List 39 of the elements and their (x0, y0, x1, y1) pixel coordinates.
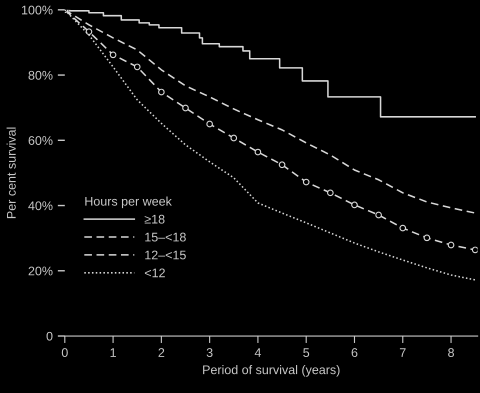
x-tick-label: 5 (303, 348, 310, 357)
point (206, 120, 213, 128)
point (375, 212, 382, 218)
legend-title: Hours per week (85, 196, 172, 208)
x-tick-label: 4 (254, 348, 262, 357)
point (278, 161, 286, 168)
point (302, 178, 310, 186)
point (327, 189, 334, 196)
legend-label: 15–<18 (145, 232, 186, 242)
legend-label: ≥18 (144, 214, 165, 224)
x-axis-title: Period of survival (years) (203, 365, 340, 377)
legend-label: 12–<15 (145, 250, 186, 260)
point (134, 64, 141, 70)
point (182, 104, 189, 112)
y-tick-label: 20% (28, 266, 53, 276)
y-axis-title: Per cent survival (6, 128, 16, 218)
legend-label: <12 (144, 268, 165, 278)
point (158, 88, 165, 96)
x-tick-label: 6 (352, 348, 358, 357)
x-tick-label: 2 (158, 348, 164, 357)
y-tick-label: 0 (46, 332, 53, 341)
point (351, 202, 358, 208)
point (110, 52, 116, 58)
point (86, 28, 92, 36)
x-tick-label: 1 (110, 348, 116, 357)
y-tick-label: 40% (28, 201, 53, 210)
point (448, 242, 454, 248)
point (472, 246, 478, 254)
x-tick-label: 0 (62, 348, 68, 357)
x-tick-label: 3 (206, 348, 213, 357)
point (399, 224, 406, 232)
point (230, 134, 238, 142)
y-tick-label: 80% (28, 70, 53, 80)
point (254, 148, 262, 156)
y-tick-label: 60% (28, 136, 53, 145)
point (424, 234, 430, 242)
x-tick-label: 7 (400, 348, 406, 357)
x-tick-label: 8 (448, 348, 454, 357)
y-tick-label: 100% (22, 6, 53, 14)
